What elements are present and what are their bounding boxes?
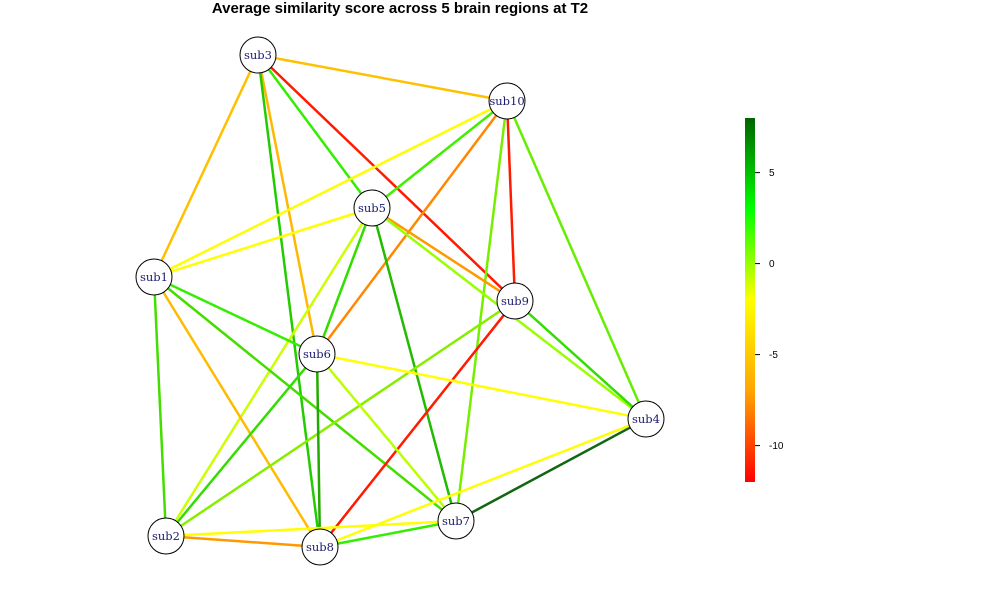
- edge-sub1-sub6: [152, 275, 319, 356]
- node-circle: [437, 502, 475, 540]
- node-circle: [353, 189, 391, 227]
- node-sub2[interactable]: sub2: [147, 517, 185, 555]
- edges-group: [152, 53, 648, 549]
- edge-sub5-sub9: [370, 206, 517, 303]
- edge-sub1-sub8: [152, 275, 322, 549]
- node-label: sub1: [140, 270, 168, 284]
- edge-sub10-sub6: [315, 99, 509, 356]
- edge-sub10-sub7: [454, 99, 509, 523]
- node-circle: [239, 36, 277, 74]
- node-circle: [627, 400, 665, 438]
- edge-sub8-sub7: [318, 519, 458, 549]
- edge-sub3-sub5: [256, 53, 374, 210]
- node-circle: [301, 528, 339, 566]
- node-circle: [496, 282, 534, 320]
- node-sub7[interactable]: sub7: [437, 502, 475, 540]
- node-circle: [298, 335, 336, 373]
- node-label: sub6: [303, 347, 331, 361]
- edge-sub10-sub9: [505, 99, 517, 303]
- edge-sub10-sub1: [152, 99, 509, 279]
- node-label: sub9: [501, 294, 529, 308]
- colorbar-ticks: 5 0 -5 -10: [755, 168, 784, 452]
- node-sub1[interactable]: sub1: [135, 258, 173, 296]
- edge-sub2-sub8: [164, 534, 322, 549]
- edge-sub1-sub7: [152, 275, 458, 523]
- colorbar: 5 0 -5 -10: [745, 118, 784, 482]
- colorbar-tick-label: -5: [769, 350, 778, 361]
- edge-sub9-sub8: [318, 299, 517, 549]
- edge-sub3-sub1: [152, 53, 260, 279]
- node-sub10[interactable]: sub10: [488, 82, 526, 120]
- nodes-group: sub3 sub10 sub5 sub1 sub9 sub6 sub4 sub2 sub7 sub…: [135, 36, 665, 566]
- edge-sub3-sub8: [256, 53, 322, 549]
- edge-sub10-sub5: [370, 99, 509, 210]
- edge-sub9-sub4: [513, 299, 648, 421]
- colorbar-tick-label: 5: [769, 168, 775, 179]
- node-sub4[interactable]: sub4: [627, 400, 665, 438]
- edge-sub6-sub4: [315, 352, 648, 421]
- node-circle: [135, 258, 173, 296]
- edge-sub5-sub6: [315, 206, 374, 356]
- chart-title: Average similarity score across 5 brain …: [212, 0, 588, 17]
- edge-sub6-sub8: [315, 352, 322, 549]
- edge-sub10-sub4: [505, 99, 648, 421]
- edge-sub6-sub7: [315, 352, 458, 523]
- node-label: sub2: [152, 529, 180, 543]
- edge-sub3-sub6: [256, 53, 319, 356]
- node-sub5[interactable]: sub5: [353, 189, 391, 227]
- node-sub3[interactable]: sub3: [239, 36, 277, 74]
- edge-sub3-sub10: [256, 53, 509, 103]
- edge-sub4-sub7: [454, 417, 648, 523]
- edge-sub6-sub2: [164, 352, 319, 538]
- edge-sub1-sub2: [152, 275, 168, 538]
- edge-sub2-sub7: [164, 519, 458, 538]
- node-sub9[interactable]: sub9: [496, 282, 534, 320]
- edge-sub3-sub9: [256, 53, 517, 303]
- node-label: sub7: [442, 514, 470, 528]
- colorbar-gradient: [745, 118, 755, 482]
- node-circle: [147, 517, 185, 555]
- node-label: sub10: [489, 94, 524, 108]
- node-label: sub4: [632, 412, 660, 426]
- node-label: sub5: [358, 201, 386, 215]
- edge-sub5-sub2: [164, 206, 374, 538]
- edge-sub9-sub2: [164, 299, 517, 538]
- colorbar-tick-label: 0: [769, 259, 775, 270]
- edge-sub4-sub8: [318, 417, 648, 549]
- colorbar-tick-label: -10: [769, 441, 784, 452]
- edge-sub5-sub7: [370, 206, 458, 523]
- edge-sub5-sub1: [152, 206, 374, 279]
- node-sub8[interactable]: sub8: [301, 528, 339, 566]
- node-sub6[interactable]: sub6: [298, 335, 336, 373]
- node-label: sub3: [244, 48, 272, 62]
- node-circle: [488, 82, 526, 120]
- node-label: sub8: [306, 540, 334, 554]
